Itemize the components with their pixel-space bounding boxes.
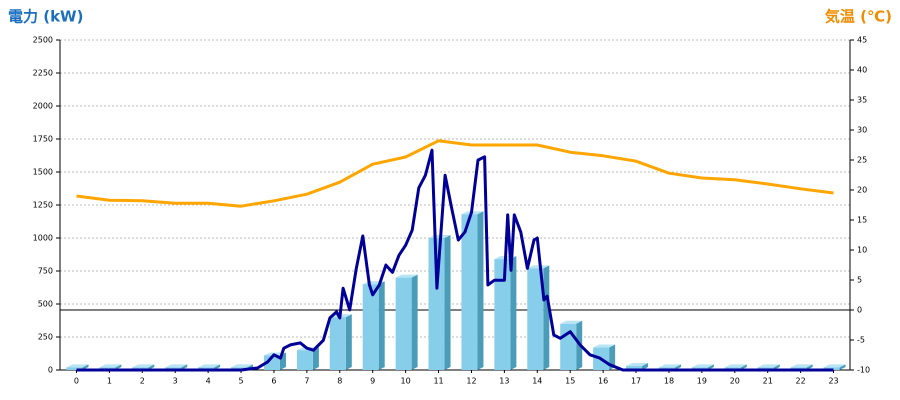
bar [428, 238, 445, 370]
x-tick-label: 12 [466, 377, 476, 386]
x-tick-label: 13 [499, 377, 509, 386]
y2-tick-label: 25 [857, 156, 867, 165]
y-tick-label: 2250 [33, 69, 53, 78]
x-tick-label: 3 [173, 377, 178, 386]
bar-side [510, 256, 517, 370]
y2-tick-label: 5 [857, 276, 862, 285]
x-tick-label: 22 [796, 377, 806, 386]
bar [560, 323, 577, 370]
y-tick-label: 2500 [33, 36, 53, 45]
x-tick-label: 23 [828, 377, 838, 386]
bar-side [378, 281, 385, 370]
bar-top [724, 364, 747, 368]
bar-top [626, 363, 649, 367]
y2-tick-label: 45 [857, 36, 867, 45]
x-tick-label: 9 [370, 377, 375, 386]
y2-axis-title: 気温 (℃) [825, 8, 892, 26]
x-tick-label: 10 [401, 377, 411, 386]
y-tick-label: 1750 [33, 135, 53, 144]
x-tick-label: 0 [74, 377, 79, 386]
bar [329, 317, 346, 370]
bar-top [231, 364, 254, 368]
x-tick-label: 14 [532, 377, 542, 386]
bar [527, 268, 544, 370]
x-tick-label: 19 [697, 377, 707, 386]
bar-top [198, 364, 221, 368]
bar [494, 259, 511, 370]
x-tick-label: 21 [763, 377, 773, 386]
x-tick-label: 2 [140, 377, 145, 386]
y2-tick-label: -10 [857, 366, 870, 375]
bar [263, 355, 280, 370]
y-axis-title: 電力 (kW) [8, 8, 83, 26]
y-tick-label: 1500 [33, 168, 53, 177]
y-tick-label: 1000 [33, 234, 53, 243]
bar [66, 367, 83, 370]
y2-tick-label: 10 [857, 246, 867, 255]
x-tick-label: 4 [206, 377, 211, 386]
bar-side [839, 364, 846, 370]
bar [461, 214, 478, 370]
bar-side [477, 211, 484, 370]
bar-top [66, 364, 89, 368]
x-tick-label: 7 [304, 377, 309, 386]
bar [395, 277, 412, 370]
bar [626, 366, 643, 370]
x-tick-label: 1 [107, 377, 112, 386]
bar-top [165, 364, 188, 368]
x-tick-label: 16 [598, 377, 608, 386]
x-tick-label: 18 [664, 377, 674, 386]
y-tick-label: 500 [38, 300, 53, 309]
x-tick-label: 11 [433, 377, 443, 386]
x-tick-label: 6 [271, 377, 276, 386]
bar-side [642, 363, 649, 370]
x-tick-label: 15 [565, 377, 575, 386]
bar [296, 350, 313, 370]
bar-top [658, 364, 681, 368]
bar-top [132, 364, 155, 368]
y2-tick-label: 35 [857, 96, 867, 105]
bar-side [345, 314, 352, 370]
y-tick-label: 2000 [33, 102, 53, 111]
y2-tick-label: 15 [857, 216, 867, 225]
y2-tick-label: 20 [857, 186, 867, 195]
bar-top [757, 364, 780, 368]
bar-side [543, 265, 550, 370]
y2-tick-label: 0 [857, 306, 862, 315]
line [76, 148, 834, 372]
x-tick-label: 8 [337, 377, 342, 386]
x-tick-label: 17 [631, 377, 641, 386]
bar-side [411, 274, 418, 370]
x-tick-label: 20 [730, 377, 740, 386]
y2-tick-label: -5 [857, 336, 865, 345]
y-tick-label: 1250 [33, 201, 53, 210]
bar-top [593, 344, 616, 348]
x-tick-label: 5 [238, 377, 243, 386]
y-tick-label: 0 [48, 366, 53, 375]
y2-tick-label: 30 [857, 126, 867, 135]
bar-top [395, 274, 418, 278]
bar-top [560, 320, 583, 324]
y-tick-label: 750 [38, 267, 53, 276]
y-tick-label: 250 [38, 333, 53, 342]
bar [362, 284, 379, 370]
y2-tick-label: 40 [857, 66, 867, 75]
bar-top [99, 364, 122, 368]
bar-top [790, 364, 813, 368]
bar-side [444, 235, 451, 370]
bar-top [691, 364, 714, 368]
bar-side [312, 347, 319, 370]
bar-top [823, 364, 846, 368]
bar-top [527, 265, 550, 269]
line [76, 139, 834, 208]
